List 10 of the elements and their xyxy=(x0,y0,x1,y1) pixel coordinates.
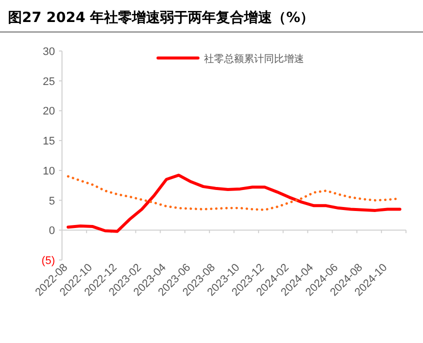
line-series xyxy=(66,174,402,233)
y-tick-label: 20 xyxy=(42,106,55,118)
y-tick-label: 15 xyxy=(42,136,55,148)
legend-label: 社零总额累计同比增速 xyxy=(204,53,304,65)
y-tick-label: 30 xyxy=(42,46,55,58)
y-tick-label: 5 xyxy=(48,195,55,208)
y-tick-label: 10 xyxy=(42,165,55,178)
y-tick-label: 0 xyxy=(48,225,55,238)
y-tick-label: 25 xyxy=(42,76,55,88)
chart-title: 图27 2024 年社零增速弱于两年复合增速（%） xyxy=(8,10,314,26)
